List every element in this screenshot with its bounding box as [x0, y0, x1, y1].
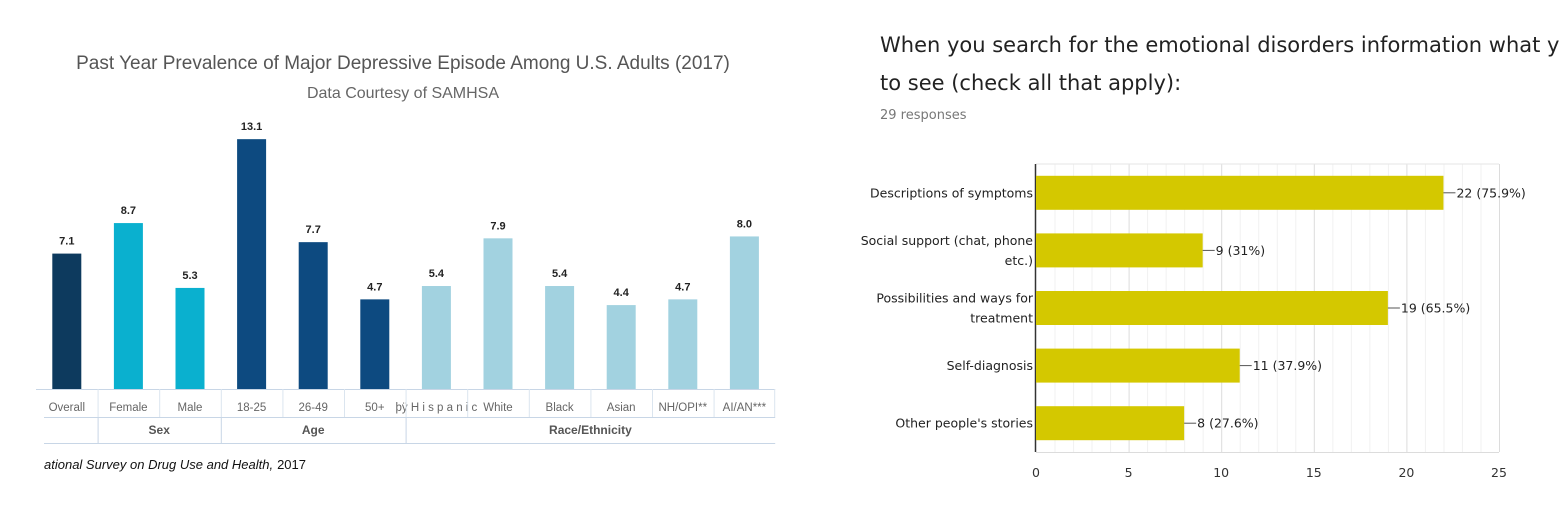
- prevalence-category-axis: Overall Female Male 18-25 26-49 50+ þÿ H i s p…: [36, 389, 776, 444]
- category-label-7: White: [483, 402, 512, 414]
- survey-category-label-0-0: Descriptions of symptoms: [870, 185, 1033, 200]
- survey-bar-2: [1036, 291, 1388, 325]
- bar-5: [360, 299, 390, 389]
- prevalence-group-labels: Sex Age Race/Ethnicity: [97, 417, 632, 443]
- source-note-year: 2017: [277, 457, 306, 472]
- survey-x-axis: 0 5 10 15 20 25: [1032, 465, 1507, 480]
- bar-11: [729, 236, 759, 389]
- survey-chart-title-line-2: to see (check all that apply):: [880, 71, 1181, 95]
- category-label-5: 50+: [365, 402, 385, 414]
- survey-chart: When you search for the emotional disord…: [861, 33, 1560, 480]
- category-label-2: Male: [178, 402, 203, 414]
- x-tick-label-2: 10: [1213, 465, 1229, 480]
- survey-category-label-3-0: Self-diagnosis: [947, 358, 1033, 373]
- survey-value-label-2: 19 (65.5%): [1401, 301, 1470, 316]
- prevalence-chart: Past Year Prevalence of Major Depressive…: [36, 53, 776, 472]
- survey-bar-4: [1036, 406, 1185, 441]
- bar-0: [52, 253, 82, 389]
- bar-value-label-6: 5.4: [429, 268, 445, 280]
- survey-bar-1: [1036, 233, 1203, 268]
- survey-value-label-4: 8 (27.6%): [1197, 416, 1258, 431]
- bar-value-label-11: 8.0: [737, 218, 752, 230]
- category-label-1: Female: [109, 402, 147, 414]
- bar-3: [237, 139, 267, 389]
- x-tick-label-5: 25: [1491, 465, 1507, 480]
- prevalence-value-labels: 7.1 8.7 5.3 13.1 7.7 4.7 5.4 7.9 5.4 4.4 4.7 8.0: [59, 121, 752, 299]
- group-label-1: Sex: [149, 423, 171, 437]
- bar-value-label-4: 7.7: [306, 224, 321, 236]
- survey-category-label-1-1: etc.): [1005, 253, 1033, 268]
- source-note-italic: ational Survey on Drug Use and Health,: [44, 457, 273, 472]
- source-note: ational Survey on Drug Use and Health, 20…: [44, 457, 306, 472]
- x-tick-label-0: 0: [1032, 465, 1040, 480]
- bar-value-label-5: 4.7: [367, 281, 382, 293]
- bar-value-label-1: 8.7: [121, 205, 136, 217]
- bar-8: [545, 286, 575, 389]
- bar-2: [175, 287, 205, 389]
- survey-bar-3: [1036, 348, 1240, 383]
- bar-value-label-10: 4.7: [675, 281, 690, 293]
- bar-value-label-2: 5.3: [182, 270, 197, 282]
- bar-value-label-3: 13.1: [241, 121, 262, 133]
- survey-value-labels: 22 (75.9%) 9 (31%) 19 (65.5%) 11 (37.9%) 8 (…: [1184, 185, 1526, 431]
- x-tick-label-1: 5: [1125, 465, 1133, 480]
- prevalence-chart-subtitle: Data Courtesy of SAMHSA: [307, 85, 499, 102]
- x-tick-label-4: 20: [1398, 465, 1414, 480]
- category-label-4: 26-49: [298, 402, 327, 414]
- category-label-11: AI/AN***: [723, 402, 767, 414]
- category-label-6: þÿ H i s p a n i c: [395, 402, 477, 414]
- x-tick-label-3: 15: [1306, 465, 1322, 480]
- survey-category-label-2-0: Possibilities and ways for: [876, 291, 1033, 306]
- bar-6: [421, 286, 451, 389]
- survey-category-labels: Descriptions of symptoms Social support (…: [861, 185, 1034, 430]
- survey-value-label-3: 11 (37.9%): [1253, 358, 1322, 373]
- responses-count: 29 responses: [880, 108, 967, 123]
- survey-value-label-0: 22 (75.9%): [1456, 185, 1525, 200]
- survey-bars: [1036, 175, 1444, 441]
- survey-bar-0: [1036, 175, 1444, 210]
- survey-chart-title-line-1: When you search for the emotional disord…: [880, 33, 1560, 57]
- group-label-2: Age: [302, 423, 325, 437]
- category-label-10: NH/OPI**: [659, 402, 708, 414]
- bar-value-label-0: 7.1: [59, 236, 74, 248]
- survey-category-label-4-0: Other people's stories: [895, 416, 1033, 431]
- category-label-8: Black: [546, 402, 574, 414]
- bar-value-label-9: 4.4: [614, 287, 630, 299]
- bar-value-label-8: 5.4: [552, 268, 568, 280]
- survey-value-label-1: 9 (31%): [1216, 243, 1265, 258]
- survey-category-label-2-1: treatment: [970, 311, 1033, 326]
- category-label-3: 18-25: [237, 402, 266, 414]
- bar-value-label-7: 7.9: [490, 220, 505, 232]
- survey-category-label-1-0: Social support (chat, phone: [861, 233, 1034, 248]
- prevalence-chart-title: Past Year Prevalence of Major Depressive…: [76, 53, 730, 74]
- category-label-9: Asian: [607, 402, 636, 414]
- prevalence-bars: [52, 139, 759, 389]
- bar-9: [606, 305, 636, 389]
- group-label-3: Race/Ethnicity: [549, 423, 632, 437]
- bar-7: [483, 238, 513, 389]
- category-label-0: Overall: [49, 402, 85, 414]
- bar-1: [113, 223, 143, 389]
- bar-10: [668, 299, 698, 389]
- bar-4: [298, 242, 328, 389]
